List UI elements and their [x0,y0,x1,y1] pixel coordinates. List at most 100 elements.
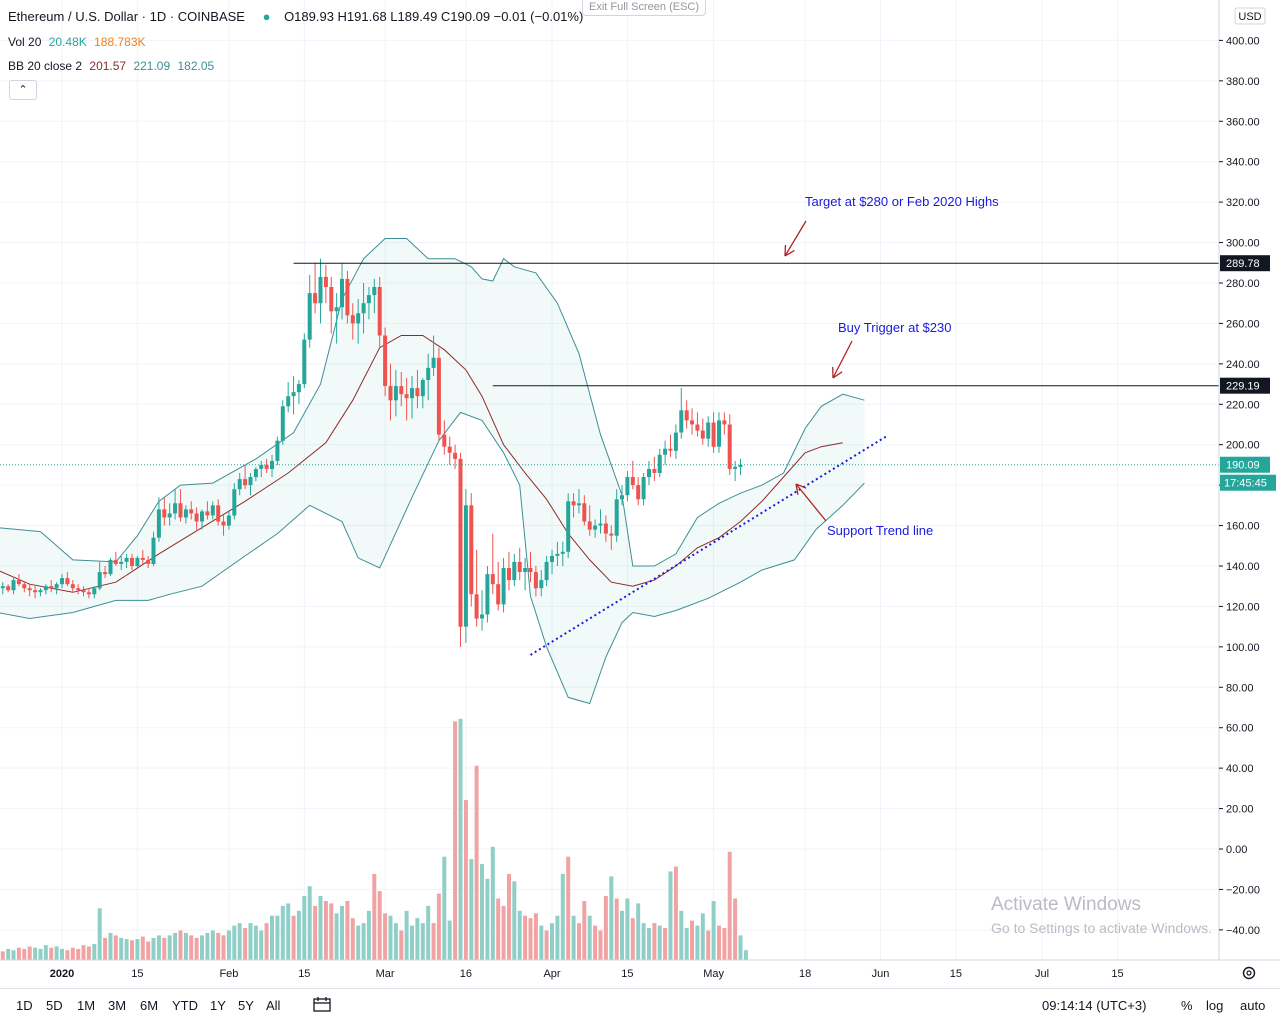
bollinger-legend[interactable]: BB 20 close 2 201.57 221.09 182.05 [8,59,218,73]
candle-body [432,358,436,368]
volume-bar [529,918,533,960]
volume-bar [76,949,80,960]
candle-body [421,380,425,396]
price-tick-label: 20.00 [1226,804,1254,816]
candle-body [599,524,603,526]
candle-body [114,560,118,564]
range-6m[interactable]: 6M [140,998,158,1013]
candle [324,265,328,303]
volume-bar [426,906,430,960]
candle-body [141,558,145,560]
range-1m[interactable]: 1M [77,998,95,1013]
candle-body [345,279,349,315]
candle-body [631,477,635,485]
volume-bar [437,894,441,960]
candle-body [717,420,721,446]
candle [512,554,516,586]
candle-body [254,469,258,477]
candle-body [545,562,549,580]
candle-body [459,459,463,627]
candle-body [491,574,495,584]
candle [625,471,629,501]
log-toggle[interactable]: log [1206,998,1223,1013]
volume-bar [582,901,586,960]
price-tick-label: 400.00 [1226,35,1260,47]
candle-body [679,410,683,432]
volume-bar [184,933,188,960]
candle-body [65,578,69,584]
candle-body [448,447,452,453]
candle [302,334,306,389]
candle-body [625,477,629,495]
range-1y[interactable]: 1Y [210,998,226,1013]
candle-body [362,303,366,313]
volume-bar [459,719,463,960]
candle-body [351,315,355,323]
range-1d[interactable]: 1D [16,998,33,1013]
candle-body [17,580,21,584]
candle-body [502,568,506,604]
time-tick-label: 15 [621,968,633,980]
candle [717,412,721,452]
candle [631,461,635,489]
volume-bar [545,931,549,961]
volume-bar [399,931,403,961]
candle-body [200,511,204,521]
candle [453,445,457,469]
volume-bar [555,916,559,960]
candle [739,459,743,475]
collapse-legend-button[interactable]: ⌃ [9,80,37,100]
volume-bar [453,721,457,960]
symbol-title[interactable]: Ethereum / U.S. Dollar · 1D · COINBASE [8,9,245,24]
volume-bar [351,918,355,960]
candle [329,277,333,334]
price-tick-label: 40.00 [1226,763,1254,775]
range-ytd[interactable]: YTD [172,998,198,1013]
volume-bar [259,931,263,961]
clock-time[interactable]: 09:14:14 (UTC+3) [1042,998,1146,1013]
auto-toggle[interactable]: auto [1240,998,1265,1013]
candle-body [523,568,527,572]
candle-body [496,584,500,604]
candle-body [302,340,306,385]
candle-body [39,590,43,592]
range-5d[interactable]: 5D [46,998,63,1013]
percent-toggle[interactable]: % [1181,998,1193,1013]
volume-bar [22,949,26,960]
range-3m[interactable]: 3M [108,998,126,1013]
price-tick-label: 240.00 [1226,359,1260,371]
currency-label: USD [1238,11,1261,23]
date-range-icon[interactable] [313,996,331,1015]
candle [658,449,662,477]
candle [523,558,527,590]
candle-body [728,425,732,470]
candle [308,275,312,348]
candle-body [512,562,516,580]
volume-bar [652,923,656,960]
volume-bar [340,906,344,960]
volume-bar [539,926,543,960]
volume-bar [173,933,177,960]
current-price-tag: 190.09 [1226,460,1260,472]
bb-basis-value: 201.57 [89,59,126,73]
volume-bar [561,874,565,960]
target-annotation: Target at $280 or Feb 2020 Highs [805,194,999,209]
price-tick-label: 380.00 [1226,76,1260,88]
volume-legend[interactable]: Vol 20 20.48K 188.783K [8,35,150,49]
candle-body [205,511,209,515]
exit-fullscreen-button[interactable]: Exit Full Screen (ESC) [582,0,706,16]
candle-body [265,465,269,469]
candle-body [297,384,301,392]
price-chart[interactable]: USD400.00380.00360.00340.00320.00300.002… [0,0,1280,988]
range-5y[interactable]: 5Y [238,998,254,1013]
volume-bar [308,886,312,960]
volume-bar [49,948,53,960]
volume-bar [625,899,629,961]
buy-arrow-icon [833,341,852,378]
candle [507,552,511,590]
volume-bar [313,906,317,960]
range-all[interactable]: All [266,998,280,1013]
candle-body [189,509,193,513]
candle-body [529,568,533,572]
